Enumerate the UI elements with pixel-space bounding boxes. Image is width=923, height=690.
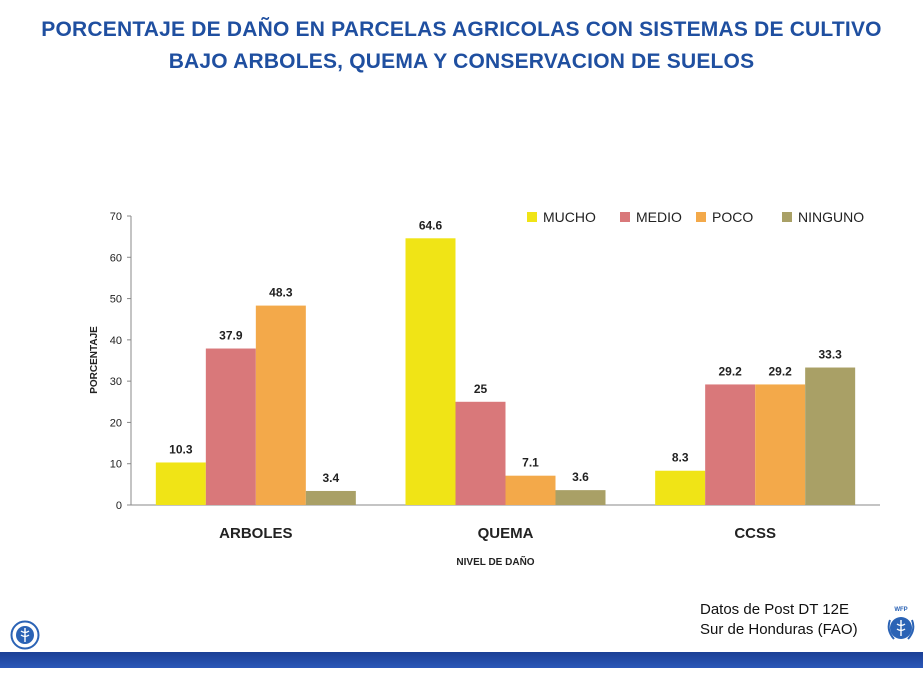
data-label: 3.6	[572, 470, 589, 484]
source-line-1: Datos de Post DT 12E	[700, 601, 849, 618]
wfp-logo-text: WFP	[894, 607, 907, 613]
x-category-label: QUEMA	[478, 525, 534, 542]
data-label: 33.3	[818, 348, 842, 362]
y-tick-label: 40	[110, 335, 122, 347]
bar	[705, 384, 756, 505]
chart-title: PORCENTAJE DE DAÑO EN PARCELAS AGRICOLAS…	[0, 14, 923, 78]
y-tick-label: 50	[110, 294, 122, 306]
bar	[805, 367, 856, 505]
data-label: 48.3	[269, 286, 293, 300]
y-tick-label: 0	[116, 500, 122, 512]
data-label: 64.6	[419, 218, 443, 232]
y-tick-label: 30	[110, 376, 122, 388]
legend-label: POCO	[712, 209, 753, 225]
legend-swatch	[620, 212, 630, 222]
data-label: 8.3	[672, 451, 689, 465]
x-category-label: ARBOLES	[219, 525, 292, 542]
x-category-label: CCSS	[734, 525, 776, 542]
y-axis-label: PORCENTAJE	[89, 326, 100, 394]
bar	[405, 238, 456, 505]
data-label: 7.1	[522, 456, 539, 470]
source-line-2: Sur de Honduras (FAO)	[700, 621, 858, 638]
bar	[505, 475, 556, 505]
bar	[455, 401, 506, 505]
bar	[305, 490, 356, 505]
legend-label: NINGUNO	[798, 209, 864, 225]
title-line-1: PORCENTAJE DE DAÑO EN PARCELAS AGRICOLAS…	[41, 18, 882, 41]
data-label: 29.2	[768, 364, 792, 378]
y-tick-label: 60	[110, 252, 122, 264]
data-label: 37.9	[219, 329, 243, 343]
legend-label: MEDIO	[636, 209, 682, 225]
y-tick-label: 10	[110, 459, 122, 471]
bar	[205, 348, 256, 505]
bar	[655, 470, 706, 505]
bar-chart: 0 10 20 30 40 50 60 70 PORCENTAJE 10.3 37.9 48.3 3.4…	[89, 209, 880, 568]
data-label: 3.4	[322, 471, 339, 485]
legend-swatch	[696, 212, 706, 222]
x-axis-label: NIVEL DE DAÑO	[456, 555, 534, 568]
bar	[155, 462, 206, 505]
y-tick-label: 70	[110, 211, 122, 223]
data-label: 10.3	[169, 442, 193, 456]
footer-band	[0, 652, 923, 668]
data-label: 29.2	[718, 364, 742, 378]
legend-swatch	[782, 212, 792, 222]
wfp-logo-icon: WFP	[887, 607, 915, 640]
y-tick-label: 20	[110, 417, 122, 429]
bar	[255, 305, 306, 505]
bar	[555, 490, 606, 505]
source-note: Datos de Post DT 12E Sur de Honduras (FA…	[700, 600, 858, 640]
title-line-2: BAJO ARBOLES, QUEMA Y CONSERVACION DE SU…	[168, 50, 755, 73]
legend-swatch	[527, 212, 537, 222]
legend-label: MUCHO	[543, 209, 596, 225]
fao-logo-icon	[10, 620, 40, 650]
data-label: 25	[474, 382, 488, 396]
bar	[755, 384, 806, 505]
